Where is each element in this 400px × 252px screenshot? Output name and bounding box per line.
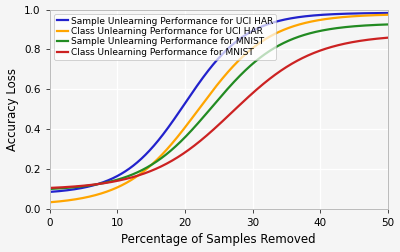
- Sample Unlearning Performance for MNIST: [184, 134, 189, 137]
- Class Unlearning Performance for UCI HAR: [311, 20, 316, 23]
- Sample Unlearning Performance for MNIST: [82, 185, 86, 188]
- Class Unlearning Performance for MNIST: [311, 52, 316, 55]
- Sample Unlearning Performance for UCI HAR: [386, 12, 390, 15]
- Class Unlearning Performance for MNIST: [47, 186, 52, 190]
- Class Unlearning Performance for MNIST: [317, 49, 322, 52]
- Class Unlearning Performance for MNIST: [184, 150, 189, 153]
- X-axis label: Percentage of Samples Removed: Percentage of Samples Removed: [122, 233, 316, 246]
- Sample Unlearning Performance for MNIST: [317, 29, 322, 33]
- Class Unlearning Performance for UCI HAR: [196, 108, 201, 111]
- Class Unlearning Performance for UCI HAR: [386, 13, 390, 16]
- Class Unlearning Performance for UCI HAR: [184, 124, 189, 127]
- Class Unlearning Performance for MNIST: [196, 141, 201, 144]
- Line: Class Unlearning Performance for MNIST: Class Unlearning Performance for MNIST: [50, 38, 388, 188]
- Class Unlearning Performance for UCI HAR: [82, 196, 86, 199]
- Line: Sample Unlearning Performance for MNIST: Sample Unlearning Performance for MNIST: [50, 24, 388, 189]
- Sample Unlearning Performance for MNIST: [196, 121, 201, 124]
- Sample Unlearning Performance for MNIST: [47, 187, 52, 191]
- Sample Unlearning Performance for UCI HAR: [184, 100, 189, 103]
- Sample Unlearning Performance for UCI HAR: [280, 19, 284, 22]
- Class Unlearning Performance for UCI HAR: [317, 18, 322, 21]
- Sample Unlearning Performance for MNIST: [280, 42, 284, 45]
- Class Unlearning Performance for MNIST: [82, 184, 86, 187]
- Sample Unlearning Performance for MNIST: [386, 23, 390, 26]
- Class Unlearning Performance for MNIST: [280, 69, 284, 72]
- Legend: Sample Unlearning Performance for UCI HAR, Class Unlearning Performance for UCI : Sample Unlearning Performance for UCI HA…: [54, 14, 276, 59]
- Line: Class Unlearning Performance for UCI HAR: Class Unlearning Performance for UCI HAR: [50, 15, 388, 202]
- Class Unlearning Performance for UCI HAR: [47, 201, 52, 204]
- Sample Unlearning Performance for UCI HAR: [82, 186, 86, 189]
- Class Unlearning Performance for UCI HAR: [280, 29, 284, 32]
- Y-axis label: Accuracy Loss: Accuracy Loss: [6, 68, 18, 151]
- Sample Unlearning Performance for UCI HAR: [311, 14, 316, 17]
- Sample Unlearning Performance for UCI HAR: [47, 191, 52, 194]
- Class Unlearning Performance for MNIST: [386, 36, 390, 39]
- Sample Unlearning Performance for UCI HAR: [317, 14, 322, 17]
- Sample Unlearning Performance for UCI HAR: [196, 82, 201, 85]
- Line: Sample Unlearning Performance for UCI HAR: Sample Unlearning Performance for UCI HA…: [50, 13, 388, 192]
- Sample Unlearning Performance for MNIST: [311, 31, 316, 34]
